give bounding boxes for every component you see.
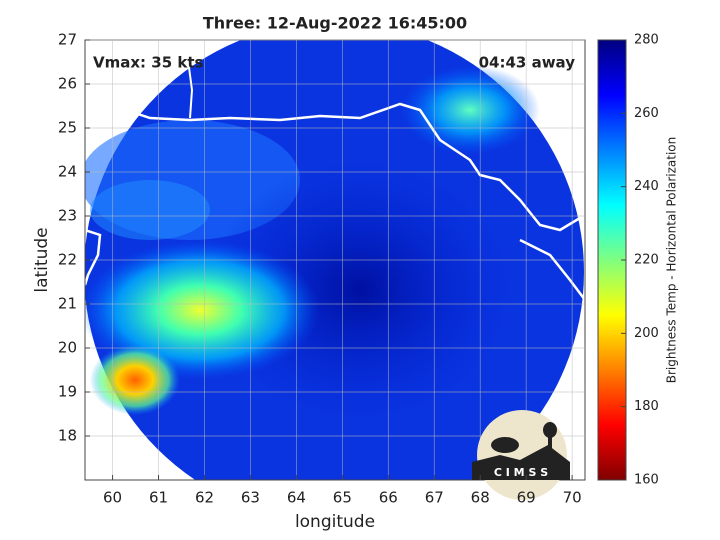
colorbar-tick-label: 240 xyxy=(634,179,659,194)
y-tick-label: 19 xyxy=(58,383,77,401)
y-axis-label: latitude xyxy=(32,227,52,292)
logo: C I M S S xyxy=(472,410,570,500)
y-tick-label: 22 xyxy=(58,251,77,269)
y-tick-label: 23 xyxy=(58,207,77,225)
y-tick-label: 20 xyxy=(58,339,77,357)
x-tick-label: 69 xyxy=(517,489,536,507)
x-tick-label: 63 xyxy=(241,489,260,507)
x-tick-label: 70 xyxy=(563,489,582,507)
x-axis-label: longitude xyxy=(295,512,375,532)
y-tick-label: 24 xyxy=(58,163,77,181)
annotation: 04:43 away xyxy=(479,54,576,72)
colorbar-tick-label: 180 xyxy=(634,399,659,414)
x-tick-label: 60 xyxy=(103,489,122,507)
y-tick-label: 21 xyxy=(58,295,77,313)
colorbar-tick-label: 200 xyxy=(634,326,659,341)
x-tick-label: 67 xyxy=(425,489,444,507)
colorbar-label: Brightness Temp - Horizontal Polarizatio… xyxy=(665,137,679,384)
colorbar-tick-label: 160 xyxy=(634,473,659,488)
chart-title: Three: 12-Aug-2022 16:45:00 xyxy=(203,14,467,33)
y-tick-label: 25 xyxy=(58,119,77,137)
y-tick-label: 26 xyxy=(58,75,77,93)
x-tick-label: 68 xyxy=(471,489,490,507)
y-tick-label: 27 xyxy=(58,31,77,49)
x-tick-label: 64 xyxy=(287,489,306,507)
annotation: Vmax: 35 kts xyxy=(93,54,203,72)
colorbar-tick-label: 280 xyxy=(634,33,659,48)
colorbar-tick-label: 220 xyxy=(634,253,659,268)
x-tick-label: 65 xyxy=(333,489,352,507)
logo-text: C I M S S xyxy=(494,466,548,479)
x-tick-label: 61 xyxy=(149,489,168,507)
x-tick-label: 62 xyxy=(195,489,214,507)
x-tick-label: 66 xyxy=(379,489,398,507)
colorbar-tick-label: 260 xyxy=(634,106,659,121)
y-tick-label: 18 xyxy=(58,427,77,445)
